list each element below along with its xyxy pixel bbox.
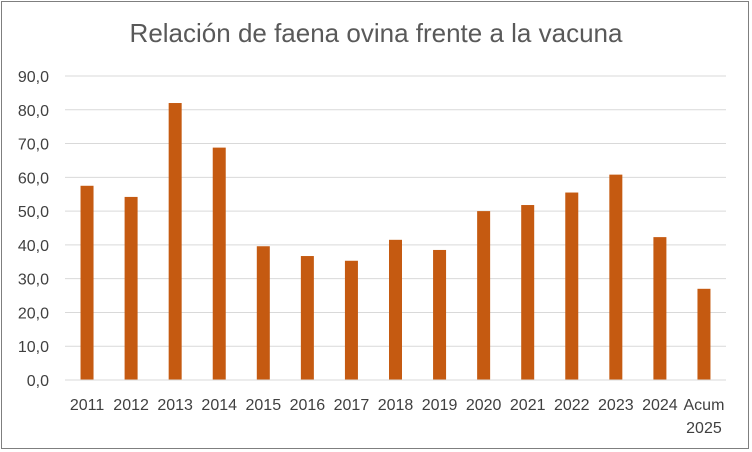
x-tick-label: 2021 [510, 397, 546, 414]
y-tick-label: 20,0 [18, 305, 49, 322]
bar-2022 [565, 192, 579, 380]
bar-2019 [433, 249, 447, 380]
y-tick-label: 30,0 [18, 272, 49, 289]
bar-2011 [80, 185, 94, 380]
x-tick-label: 2018 [378, 397, 414, 414]
y-tick-label: 60,0 [18, 170, 49, 187]
x-tick-label: 2012 [113, 397, 149, 414]
bar-2018 [389, 239, 402, 380]
bars [80, 103, 711, 381]
x-tick-label: 2024 [642, 397, 678, 414]
y-tick-label: 70,0 [18, 137, 49, 154]
bar-2023 [609, 174, 623, 380]
bar-2017 [344, 260, 358, 380]
y-tick-label: 50,0 [18, 204, 49, 221]
chart-title: Relación de faena ovina frente a la vacu… [129, 18, 623, 48]
x-tick-label: 2022 [554, 397, 590, 414]
y-axis-ticks: 0,0 10,0 20,0 30,0 40,0 50,0 60,0 70,0 80,0 90,0 [18, 69, 49, 390]
bar-2013 [168, 103, 182, 381]
bar-2020 [477, 211, 491, 380]
bar-2015 [256, 246, 270, 380]
x-tick-label: 2016 [290, 397, 326, 414]
y-tick-label: 10,0 [18, 339, 49, 356]
bar-2021 [521, 205, 535, 380]
y-tick-label: 0,0 [27, 373, 49, 390]
x-tick-label: 2014 [201, 397, 237, 414]
bar-2014 [212, 147, 226, 380]
bar-2012 [124, 196, 138, 380]
x-tick-label: 2020 [466, 397, 502, 414]
bar-2016 [300, 256, 314, 380]
x-axis-ticks: 2011 2012 2013 2014 2015 2016 2017 2018 2019 2020… [70, 397, 725, 437]
x-tick-label: 2011 [70, 397, 105, 414]
x-tick-label: 2019 [422, 397, 458, 414]
x-tick-label: 2023 [598, 397, 634, 414]
x-tick-label: 2013 [157, 397, 193, 414]
bar-2024 [653, 237, 667, 380]
x-tick-label: Acum 2025 [684, 397, 725, 437]
y-tick-label: 40,0 [18, 238, 49, 255]
bar-acum-2025 [697, 288, 711, 380]
y-tick-label: 80,0 [18, 103, 49, 120]
x-tick-label: 2015 [246, 397, 282, 414]
x-tick-label: 2017 [334, 397, 370, 414]
y-tick-label: 90,0 [18, 69, 49, 86]
